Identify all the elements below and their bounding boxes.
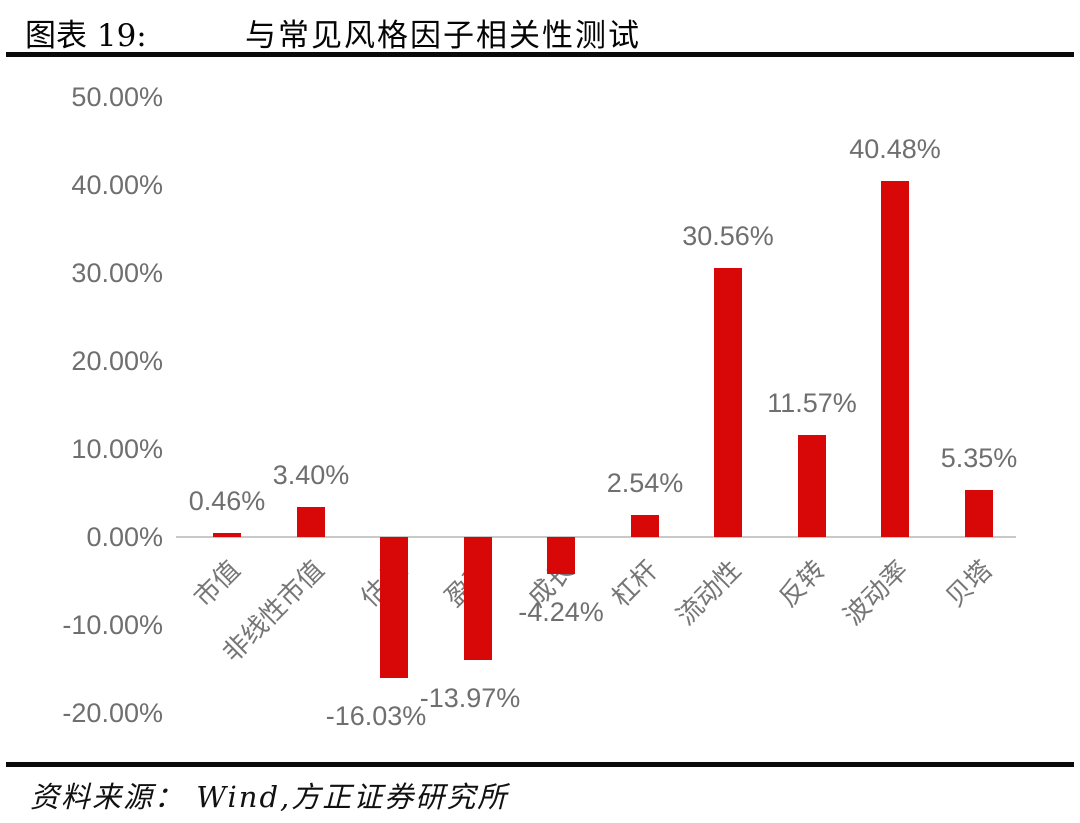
- y-tick-label-0: 50.00%: [71, 82, 163, 112]
- x-axis-line: [176, 536, 1016, 538]
- y-tick-label-2: 30.00%: [71, 258, 163, 288]
- bar-2: [380, 537, 408, 678]
- value-label-7: 11.57%: [767, 388, 857, 418]
- source-text: Wind,方正证券研究所: [196, 780, 509, 814]
- category-label-text: 贝塔: [939, 554, 998, 613]
- value-label-8: 40.48%: [849, 134, 941, 164]
- figure-title: 与常见风格因子相关性测试: [245, 18, 641, 54]
- correlation-bar-chart: 50.00% 40.00% 30.00% 20.00% 10.00% 0.00% -10.0…: [62, 82, 1018, 731]
- bar-9: [965, 490, 993, 537]
- category-label-text: 流动性: [670, 554, 747, 631]
- y-tick-label-5: 0.00%: [86, 522, 163, 552]
- bar-1: [297, 507, 325, 537]
- bar-8: [881, 181, 909, 537]
- bar-6: [714, 268, 742, 537]
- y-tick-label-4: 10.00%: [71, 434, 163, 464]
- value-label-2: -16.03%: [325, 701, 427, 731]
- value-label-4: -4.24%: [518, 597, 604, 627]
- value-label-1: 3.40%: [272, 460, 350, 490]
- y-tick-label-6: -10.00%: [62, 610, 163, 640]
- figure-number: 图表 19:: [25, 18, 147, 54]
- source-note: 资料来源： Wind,方正证券研究所: [30, 774, 508, 816]
- y-tick-label-1: 40.00%: [71, 170, 163, 200]
- category-label-text: 市值: [187, 554, 246, 613]
- top-divider: [6, 52, 1074, 57]
- value-label-5: 2.54%: [606, 468, 684, 498]
- category-label-text: 波动率: [837, 554, 914, 631]
- bar-5: [631, 515, 659, 537]
- y-tick-label-3: 20.00%: [71, 346, 163, 376]
- value-label-9: 5.35%: [940, 443, 1018, 473]
- category-label-text: 反转: [772, 554, 831, 613]
- bottom-divider: [6, 762, 1074, 767]
- value-label-6: 30.56%: [682, 221, 774, 251]
- bar-7: [798, 435, 826, 537]
- bar-0: [213, 533, 241, 537]
- value-label-0: 0.46%: [188, 486, 266, 516]
- bar-4: [547, 537, 575, 574]
- bar-3: [464, 537, 492, 660]
- y-tick-label-7: -20.00%: [62, 698, 163, 728]
- value-label-3: -13.97%: [419, 683, 521, 713]
- source-label: 资料来源：: [30, 780, 186, 814]
